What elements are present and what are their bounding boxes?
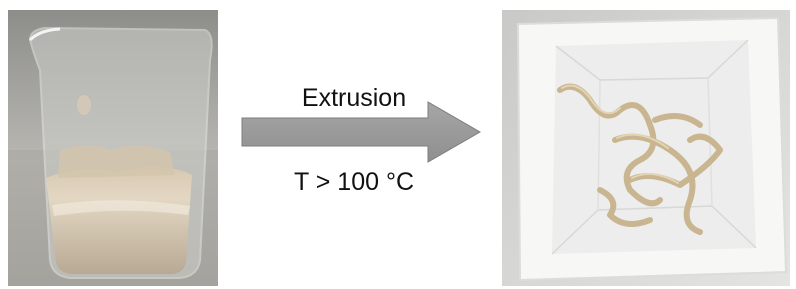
process-condition: T > 100 °C	[294, 168, 414, 196]
beaker-photo	[8, 10, 218, 286]
tray-photo	[502, 10, 790, 286]
process-label: Extrusion	[302, 84, 406, 112]
diagram: Extrusion T > 100 °C	[0, 0, 796, 289]
